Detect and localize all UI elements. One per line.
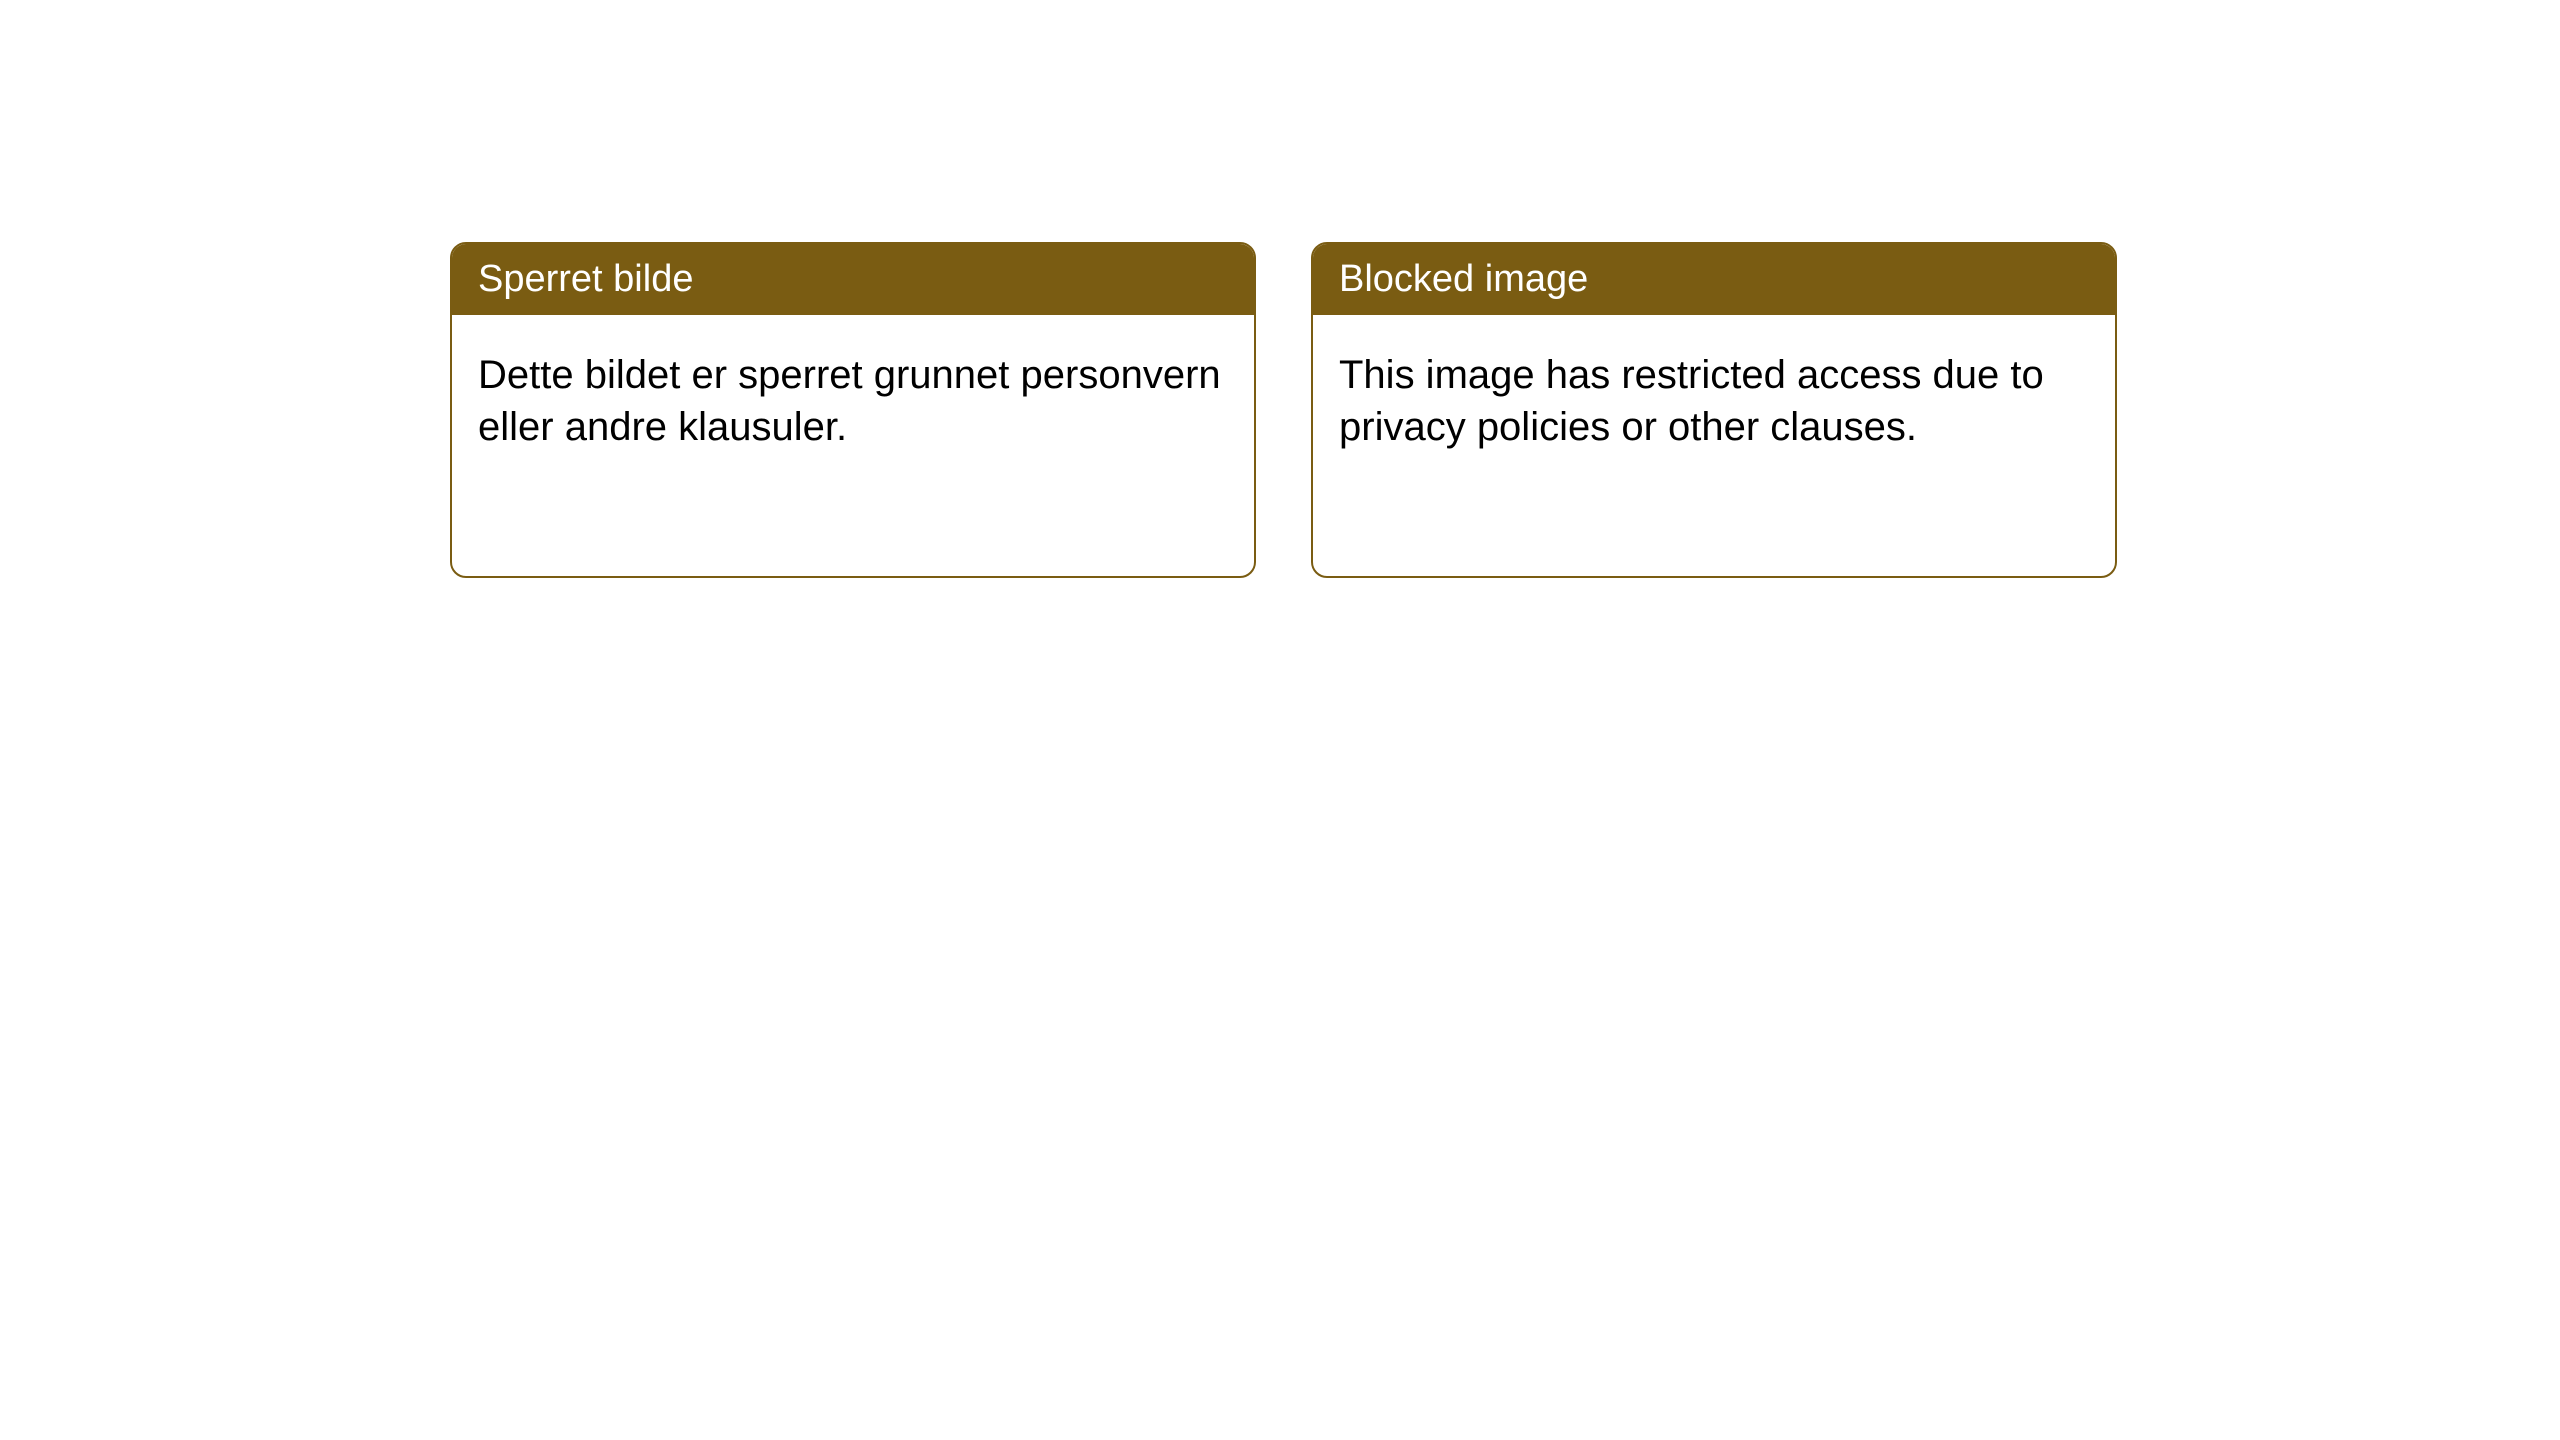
notice-cards-container: Sperret bilde Dette bildet er sperret gr…	[450, 242, 2117, 578]
notice-card-english: Blocked image This image has restricted …	[1311, 242, 2117, 578]
card-body-english: This image has restricted access due to …	[1313, 315, 2115, 488]
card-body-norwegian: Dette bildet er sperret grunnet personve…	[452, 315, 1254, 488]
card-header-english: Blocked image	[1313, 244, 2115, 315]
card-title-norwegian: Sperret bilde	[478, 258, 693, 300]
card-title-english: Blocked image	[1339, 258, 1588, 300]
card-header-norwegian: Sperret bilde	[452, 244, 1254, 315]
card-text-english: This image has restricted access due to …	[1339, 353, 2044, 449]
notice-card-norwegian: Sperret bilde Dette bildet er sperret gr…	[450, 242, 1256, 578]
card-text-norwegian: Dette bildet er sperret grunnet personve…	[478, 353, 1221, 449]
